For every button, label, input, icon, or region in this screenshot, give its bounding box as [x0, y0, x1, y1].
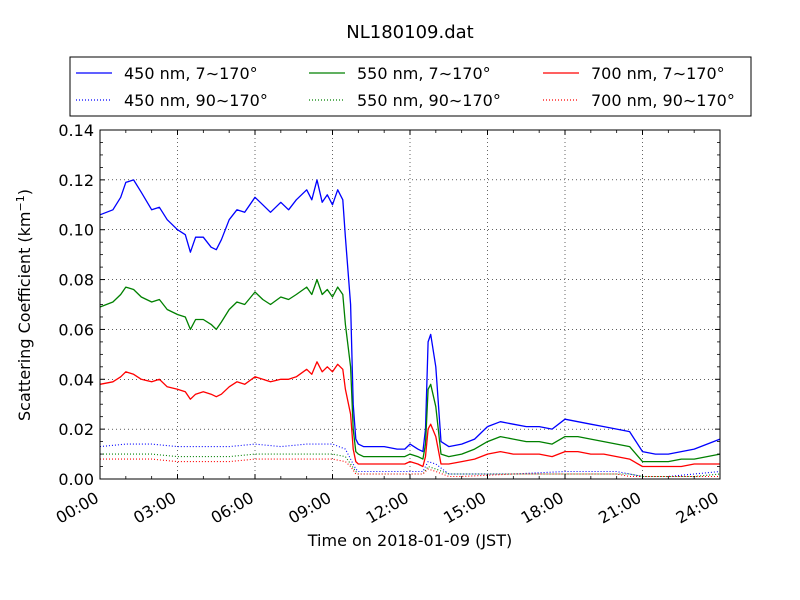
- series-line-0: [99, 179, 721, 455]
- y-tick-label-2: 0.04: [58, 370, 94, 389]
- legend-label-1: 550 nm, 7∼170°: [357, 64, 491, 83]
- x-tick-label-5: 15:00: [440, 488, 489, 528]
- y-tick-label-3: 0.06: [58, 320, 94, 339]
- legend-label-3: 450 nm, 90∼170°: [124, 91, 268, 110]
- x-tick-label-2: 06:00: [208, 488, 257, 528]
- y-axis-label-superscript: −1: [14, 195, 27, 211]
- legend-label-2: 700 nm, 7∼170°: [591, 64, 725, 83]
- y-axis: 0.00 0.02 0.04 0.06 0.08 0.10 0.12 0.14: [58, 121, 720, 489]
- legend-box: [69, 56, 752, 117]
- y-tick-label-6: 0.12: [58, 171, 94, 190]
- series-line-3: [99, 443, 721, 478]
- x-axis: 00:00 03:00 06:00 09:00 12:00 15:00 18:00 21:00…: [53, 130, 722, 528]
- x-tick-label-6: 18:00: [518, 488, 567, 528]
- series-line-4: [100, 453, 721, 478]
- y-tick-label-1: 0.02: [58, 420, 94, 439]
- legend-label-0: 450 nm, 7∼170°: [124, 64, 258, 83]
- legend-label-5: 700 nm, 90∼170°: [591, 91, 735, 110]
- x-tick-label-7: 21:00: [595, 488, 644, 528]
- legend-label-4: 550 nm, 90∼170°: [357, 91, 501, 110]
- chart-title: NL180109.dat: [346, 22, 473, 43]
- grid: [100, 130, 720, 479]
- plot-lines: [99, 179, 721, 478]
- y-tick-label-0: 0.00: [58, 470, 94, 489]
- y-tick-label-5: 0.10: [58, 221, 94, 240]
- series-line-1: [99, 278, 721, 463]
- x-axis-label: Time on 2018-01-09 (JST): [307, 531, 512, 550]
- x-tick-label-1: 03:00: [130, 488, 179, 528]
- x-tick-label-3: 09:00: [285, 488, 334, 528]
- y-tick-label-7: 0.14: [58, 121, 94, 140]
- series-line-2: [99, 361, 720, 468]
- y-axis-label-close: ): [15, 189, 34, 195]
- legend: 450 nm, 7∼170° 550 nm, 7∼170° 700 nm, 7∼17…: [69, 56, 752, 117]
- y-axis-label-main: Scattering Coefficient (km: [15, 211, 34, 421]
- x-tick-label-8: 24:00: [673, 488, 722, 528]
- x-tick-label-0: 00:00: [53, 488, 102, 528]
- x-tick-label-4: 12:00: [363, 488, 412, 528]
- y-tick-label-4: 0.08: [58, 271, 94, 290]
- y-axis-label: Scattering Coefficient (km−1): [14, 189, 34, 421]
- series-line-5: [100, 458, 720, 478]
